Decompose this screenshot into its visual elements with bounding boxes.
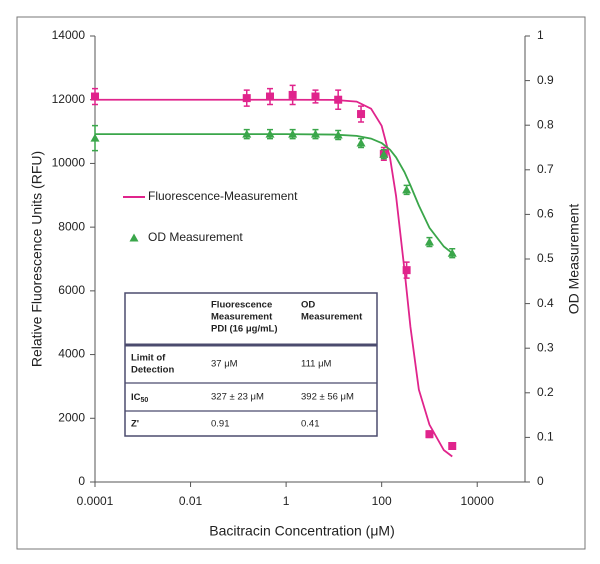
point <box>402 185 412 194</box>
legend-swatch <box>129 233 139 242</box>
table-border <box>124 292 378 437</box>
table-cell: 0.91 <box>211 419 230 430</box>
x-tick-label: 10000 <box>461 494 495 508</box>
table-row-label: IC50 <box>131 392 148 404</box>
y2-tick-label: 0.1 <box>537 430 554 444</box>
table-row-label-main: IC <box>131 392 141 403</box>
point <box>356 138 366 147</box>
y2-tick-label: 0 <box>537 474 544 488</box>
y2-tick-label: 0.3 <box>537 340 554 354</box>
y2-tick-label: 0.8 <box>537 117 554 131</box>
y2-tick-label: 0.6 <box>537 207 554 221</box>
point <box>91 92 99 101</box>
point <box>357 110 366 119</box>
y2-tick-label: 0.4 <box>537 296 554 310</box>
x-tick-label: 100 <box>372 494 392 508</box>
point <box>265 92 274 101</box>
y-tick-label: 8000 <box>58 219 85 233</box>
table-column-header: OD <box>301 300 315 311</box>
table-row-label-sub: 50 <box>141 397 149 404</box>
y2-tick-label: 1 <box>537 28 544 42</box>
x-axis-title: Bacitracin Concentration (μM) <box>209 523 394 539</box>
y-tick-label: 12000 <box>52 92 86 106</box>
point <box>242 94 251 103</box>
y2-tick-label: 0.9 <box>537 73 554 87</box>
y-tick-label: 0 <box>78 474 85 488</box>
point <box>447 248 457 257</box>
point <box>288 90 297 99</box>
table-row-label: Detection <box>131 365 174 376</box>
y2-axis-title: OD Measurement <box>566 204 582 315</box>
table-column-header: Measurement <box>211 312 273 323</box>
point <box>265 129 275 138</box>
point <box>425 430 434 439</box>
table-column-header: Fluorescence <box>211 300 272 311</box>
x-tick-label: 0.01 <box>179 494 203 508</box>
point <box>90 133 100 142</box>
table-cell: 37 μM <box>211 359 238 370</box>
y-axis-title: Relative Fluorescence Units (RFU) <box>29 151 45 367</box>
y-tick-label: 14000 <box>52 28 86 42</box>
point <box>379 149 389 158</box>
point <box>334 95 343 104</box>
legend-label: Fluorescence-Measurement <box>148 189 298 203</box>
point <box>288 129 298 138</box>
point <box>333 130 343 139</box>
table-column-header: PDI (16 μg/mL) <box>211 324 278 335</box>
point <box>310 129 320 138</box>
y-tick-label: 10000 <box>52 156 86 170</box>
table-column-header: Measurement <box>301 312 363 323</box>
table-cell: 392 ± 56 μM <box>301 392 354 403</box>
legend-label: OD Measurement <box>148 230 243 244</box>
x-tick-label: 1 <box>283 494 290 508</box>
point <box>424 237 434 246</box>
table-row-label: Z' <box>131 419 139 430</box>
table-cell: 0.41 <box>301 419 320 430</box>
frame <box>16 16 586 550</box>
y2-tick-label: 0.5 <box>537 251 554 265</box>
point <box>311 92 320 101</box>
table-cell: 327 ± 23 μM <box>211 392 264 403</box>
y2-tick-label: 0.7 <box>537 162 554 176</box>
x-tick-label: 0.0001 <box>77 494 114 508</box>
point <box>448 442 457 451</box>
y-tick-label: 2000 <box>58 410 85 424</box>
y-tick-label: 6000 <box>58 283 85 297</box>
y2-tick-label: 0.2 <box>537 385 554 399</box>
table-cell: 111 μM <box>301 359 332 370</box>
point <box>242 129 252 138</box>
table-row-label: Limit of <box>131 353 166 364</box>
y-tick-label: 4000 <box>58 347 85 361</box>
point <box>402 266 411 275</box>
